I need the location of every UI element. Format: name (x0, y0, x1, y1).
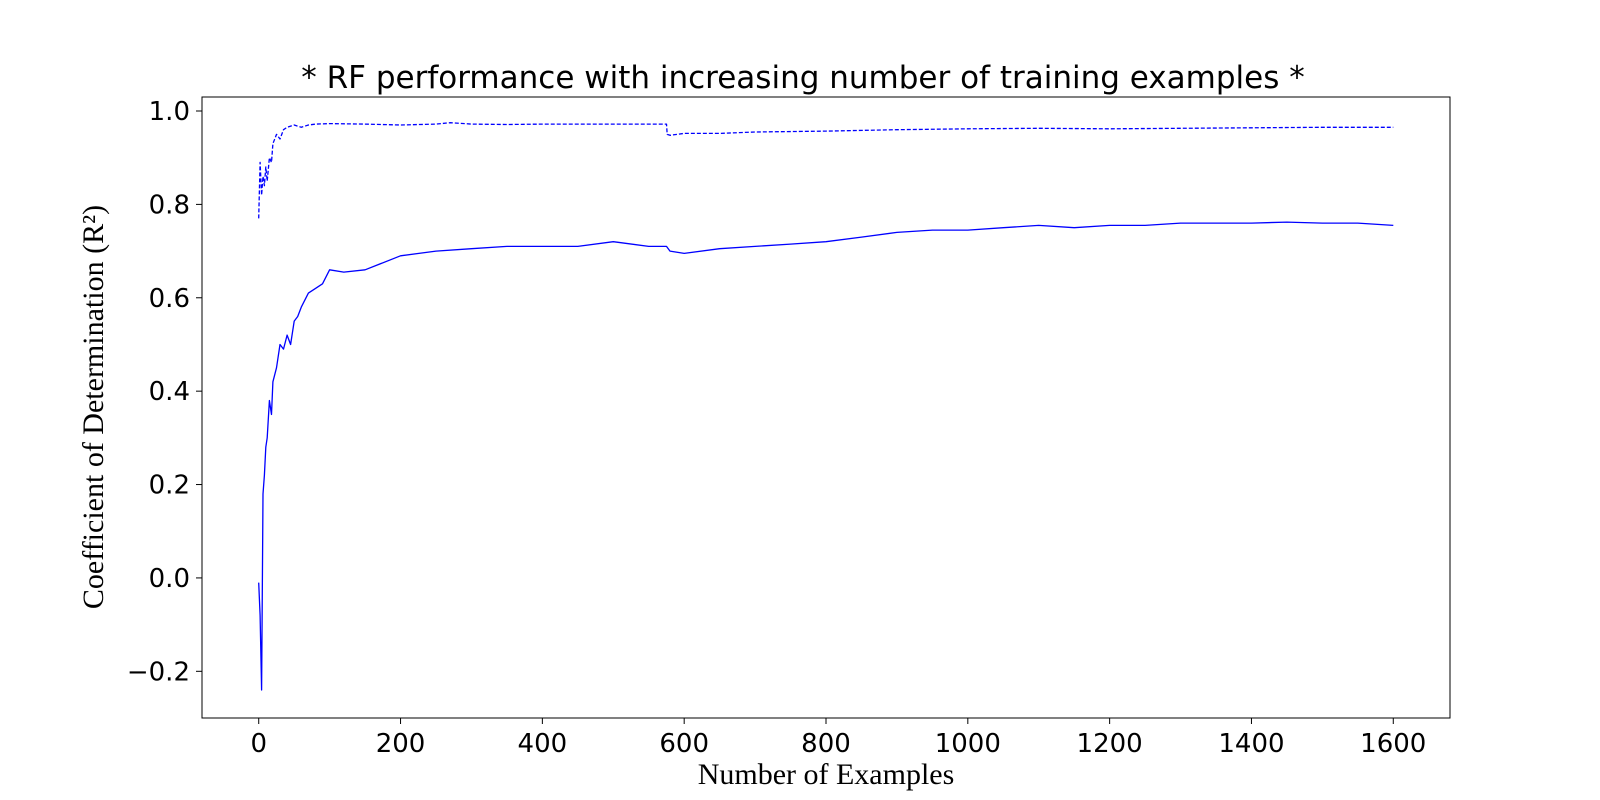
x-axis: 0 200 400 600 800 1000 1200 1400 1600 (250, 718, 1426, 759)
x-axis-label: Number of Examples (698, 758, 955, 791)
y-tick-label: 0.8 (149, 190, 190, 220)
x-tick-label: 1600 (1360, 729, 1426, 759)
x-tick-label: 800 (801, 729, 851, 759)
y-axis: −0.2 0.0 0.2 0.4 0.6 0.8 1.0 (127, 97, 202, 687)
x-tick-label: 0 (250, 729, 267, 759)
y-tick-label: 0.2 (149, 471, 190, 501)
plot-frame (201, 96, 1451, 719)
chart-title: * RF performance with increasing number … (301, 60, 1304, 96)
y-axis-label: Coefficient of Determination (R²) (77, 205, 110, 609)
series-group (258, 122, 1394, 691)
y-tick-label: 0.6 (149, 284, 190, 314)
x-tick-label: 1200 (1077, 729, 1143, 759)
series-line-dashed (258, 122, 1394, 219)
x-tick-label: 600 (659, 729, 709, 759)
y-tick-label: 1.0 (149, 97, 190, 127)
x-tick-label: 400 (518, 729, 568, 759)
x-tick-label: 1400 (1218, 729, 1284, 759)
y-tick-label: 0.0 (149, 564, 190, 594)
y-tick-label: −0.2 (127, 657, 190, 687)
y-tick-label: 0.4 (149, 377, 190, 407)
x-tick-label: 200 (376, 729, 426, 759)
series-line-solid (258, 221, 1394, 691)
x-tick-label: 1000 (935, 729, 1001, 759)
